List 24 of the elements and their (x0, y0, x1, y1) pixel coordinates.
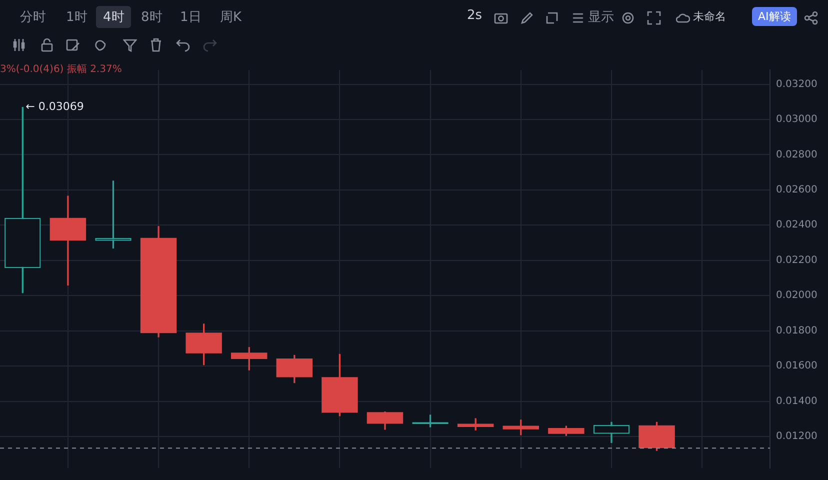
y-tick-label: 0.02200 (776, 254, 818, 266)
y-tick-label: 0.01800 (776, 325, 818, 336)
y-tick-label: 0.01600 (776, 360, 818, 372)
candlestick (50, 196, 86, 286)
y-tick-label: 0.03000 (776, 114, 818, 126)
text: 1日 (180, 9, 202, 26)
text: AI解读 (752, 7, 797, 26)
text: 未命名 (693, 9, 726, 24)
y-tick-label: 0.02000 (776, 290, 818, 302)
y-tick-label: 0.01200 (776, 431, 818, 442)
annotation: ← 0.03069 (26, 100, 84, 114)
text: 8时 (141, 9, 162, 26)
y-tick-label: 0.03200 (776, 78, 818, 90)
text: 1时 (66, 9, 88, 26)
text: 分时 (20, 9, 46, 26)
text: 周K (220, 9, 242, 26)
y-tick-label: 0.02800 (776, 149, 818, 160)
annotation: 3%(-0.0(4)6) 振幅 2.37% (0, 63, 122, 76)
y-tick-label: 0.01400 (776, 396, 818, 407)
text: 4时 (96, 6, 132, 28)
text: 2s (467, 8, 482, 23)
y-tick-label: 0.02400 (776, 220, 818, 231)
y-tick-label: 0.02600 (776, 184, 818, 196)
text: 显示 (588, 9, 614, 26)
